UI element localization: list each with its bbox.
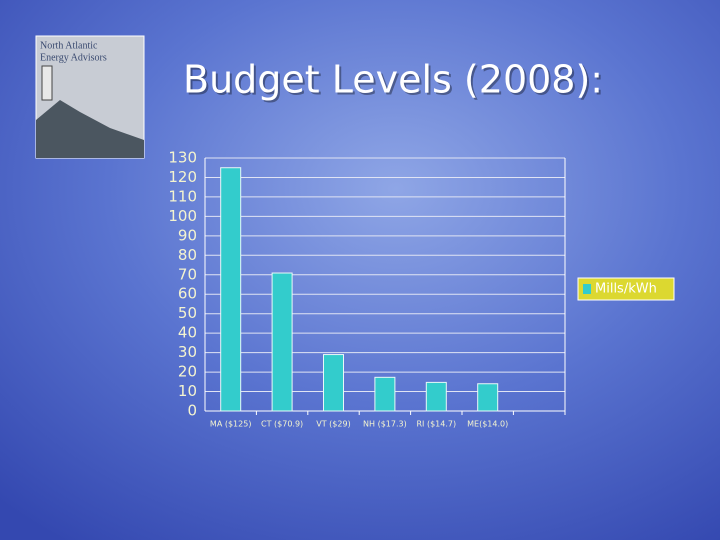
- x-tick-label: MA ($125): [210, 420, 252, 429]
- bar: [271, 272, 293, 412]
- title-shadow: Budget Levels (2008):: [185, 60, 605, 104]
- bar: [323, 354, 344, 412]
- logo: North Atlantic Energy Advisors: [35, 35, 145, 159]
- chart-title: Budget Levels (2008):: [183, 58, 603, 102]
- x-tick-label: CT ($70.9): [261, 420, 303, 429]
- logo-text: Energy Advisors: [40, 52, 107, 63]
- x-tick-label: NH ($17.3): [363, 420, 407, 429]
- legend-swatch: [583, 284, 591, 294]
- y-tick-label: 70: [178, 265, 197, 283]
- legend-box: [577, 277, 675, 301]
- bar: [374, 376, 396, 412]
- bar: [425, 381, 447, 412]
- logo-rocks: [36, 100, 144, 158]
- y-tick-label: 120: [168, 168, 197, 186]
- x-tick-label: VT ($29): [316, 420, 350, 429]
- y-tick-label: 10: [178, 382, 197, 400]
- y-tick-label: 110: [168, 187, 197, 205]
- y-tick-label: 90: [178, 226, 197, 244]
- x-tick-label: RI ($14.7): [416, 420, 456, 429]
- x-tick-label: ME($14.0): [467, 420, 508, 429]
- y-tick-label: 40: [178, 324, 197, 342]
- y-tick-label: 50: [178, 304, 197, 322]
- y-tick-label: 130: [168, 149, 197, 167]
- y-tick-label: 60: [178, 285, 197, 303]
- logo-lighthouse: [41, 65, 53, 101]
- y-tick-label: 80: [178, 246, 197, 264]
- bar: [477, 383, 499, 412]
- y-tick-label: 100: [168, 207, 197, 225]
- y-tick-label: 30: [178, 343, 197, 361]
- y-tick-label: 0: [187, 402, 197, 420]
- bar: [220, 167, 242, 412]
- legend-label: Mills/kWh: [595, 282, 657, 297]
- y-tick-label: 20: [178, 363, 197, 381]
- logo-text: North Atlantic: [40, 40, 98, 51]
